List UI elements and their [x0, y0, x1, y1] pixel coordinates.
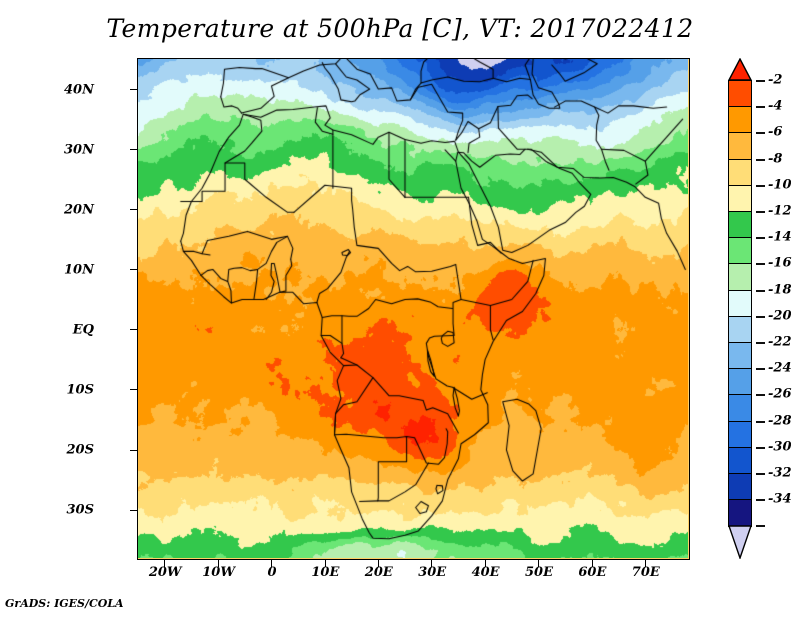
- colorbar-tick: [756, 158, 765, 161]
- colorbar-band: [728, 237, 752, 265]
- x-axis-tick: [217, 560, 219, 567]
- colorbar-label: -14: [768, 229, 792, 245]
- colorbar-band: [728, 80, 752, 108]
- y-axis-label: 20S: [66, 442, 94, 458]
- x-axis-label: 60E: [578, 565, 607, 580]
- y-axis-tick: [130, 329, 137, 331]
- colorbar-label: -16: [768, 255, 792, 271]
- colorbar-tick: [756, 315, 765, 318]
- colorbar-tick: [756, 446, 765, 449]
- colorbar-label: -34: [768, 491, 792, 507]
- y-axis-label: 10S: [66, 382, 94, 398]
- map-plot-area: [137, 58, 690, 560]
- colorbar-tick: [756, 499, 765, 502]
- x-axis-label: 20W: [148, 565, 182, 580]
- y-axis-label: 40N: [64, 82, 94, 98]
- colorbar-band: [728, 158, 752, 186]
- x-axis-label: 50E: [524, 565, 553, 580]
- colorbar-band: [728, 211, 752, 239]
- temperature-field: [138, 59, 688, 558]
- y-axis-tick: [130, 269, 137, 271]
- x-axis-label: 10W: [202, 565, 235, 580]
- colorbar-band: [728, 106, 752, 134]
- colorbar-label: -2: [768, 72, 783, 88]
- colorbar-tick: [756, 184, 765, 187]
- colorbar-label: -4: [768, 98, 783, 114]
- colorbar-label: -12: [768, 203, 792, 219]
- colorbar-tick: [756, 368, 765, 371]
- colorbar-label: -8: [768, 151, 783, 167]
- colorbar: -2 -4 -6 -8 -10 -12 -14 -16 -18 -20 -22 -24 -26 -28 -3…: [723, 57, 792, 563]
- colorbar-tick: [756, 289, 765, 292]
- colorbar-tick: [756, 132, 765, 135]
- colorbar-band: [728, 132, 752, 160]
- x-axis-tick: [164, 560, 166, 567]
- x-axis-label: 20E: [364, 565, 393, 580]
- y-axis-label: 20N: [64, 202, 94, 218]
- y-axis-tick: [130, 88, 137, 90]
- x-axis-label: 30E: [418, 565, 447, 580]
- y-axis-tick: [130, 509, 137, 511]
- colorbar-tick: [756, 420, 765, 423]
- colorbar-label: -24: [768, 360, 792, 376]
- colorbar-label: -18: [768, 282, 792, 298]
- y-axis-label: 10N: [64, 262, 94, 278]
- y-axis-tick: [130, 449, 137, 451]
- colorbar-cap-low: [728, 525, 752, 561]
- colorbar-cap-high: [727, 57, 753, 81]
- colorbar-tick: [756, 263, 765, 266]
- y-axis-tick: [130, 209, 137, 211]
- colorbar-tick: [756, 211, 765, 213]
- x-axis-tick: [431, 560, 433, 567]
- y-axis-label: 30N: [64, 142, 94, 158]
- colorbar-label: -22: [768, 334, 792, 350]
- colorbar-band: [728, 315, 752, 344]
- colorbar-tick: [756, 473, 765, 475]
- y-axis-label: EQ: [72, 322, 94, 338]
- colorbar-label: -28: [768, 413, 792, 429]
- colorbar-band: [728, 499, 752, 527]
- x-axis-label: 70E: [631, 565, 660, 580]
- colorbar-tick: [756, 237, 765, 240]
- colorbar-band: [728, 289, 752, 317]
- x-axis-tick: [324, 560, 326, 567]
- x-axis-tick: [645, 560, 647, 567]
- colorbar-band: [728, 263, 752, 291]
- colorbar-band: [728, 368, 752, 396]
- y-axis-tick: [130, 148, 137, 150]
- colorbar-tick: [756, 80, 765, 82]
- y-axis-label: 30S: [66, 502, 94, 518]
- colorbar-label: -10: [768, 177, 792, 193]
- colorbar-label: -26: [768, 386, 792, 402]
- colorbar-tick: [756, 106, 765, 109]
- x-axis-tick: [484, 560, 486, 567]
- colorbar-band: [728, 394, 752, 422]
- x-axis-tick: [271, 560, 273, 567]
- attribution-text: GrADS: IGES/COLA: [5, 597, 124, 610]
- colorbar-label: -32: [768, 465, 792, 481]
- colorbar-band: [728, 184, 752, 213]
- colorbar-label: -6: [768, 124, 783, 140]
- x-axis-tick: [538, 560, 540, 567]
- colorbar-band: [728, 446, 752, 475]
- x-axis-label: 10E: [311, 565, 340, 580]
- colorbar-band: [728, 420, 752, 448]
- x-axis-tick: [591, 560, 593, 567]
- colorbar-label: -20: [768, 308, 792, 324]
- colorbar-label: -30: [768, 439, 792, 455]
- x-axis-label: 40E: [471, 565, 500, 580]
- y-axis-tick: [130, 389, 137, 391]
- colorbar-band: [728, 473, 752, 501]
- colorbar-tick: [756, 342, 765, 344]
- chart-title: Temperature at 500hPa [C], VT: 201702241…: [106, 14, 694, 43]
- colorbar-band: [728, 342, 752, 370]
- colorbar-tick: [756, 394, 765, 397]
- x-axis-label: 0: [267, 565, 277, 580]
- colorbar-tick: [756, 525, 765, 528]
- x-axis-tick: [378, 560, 380, 567]
